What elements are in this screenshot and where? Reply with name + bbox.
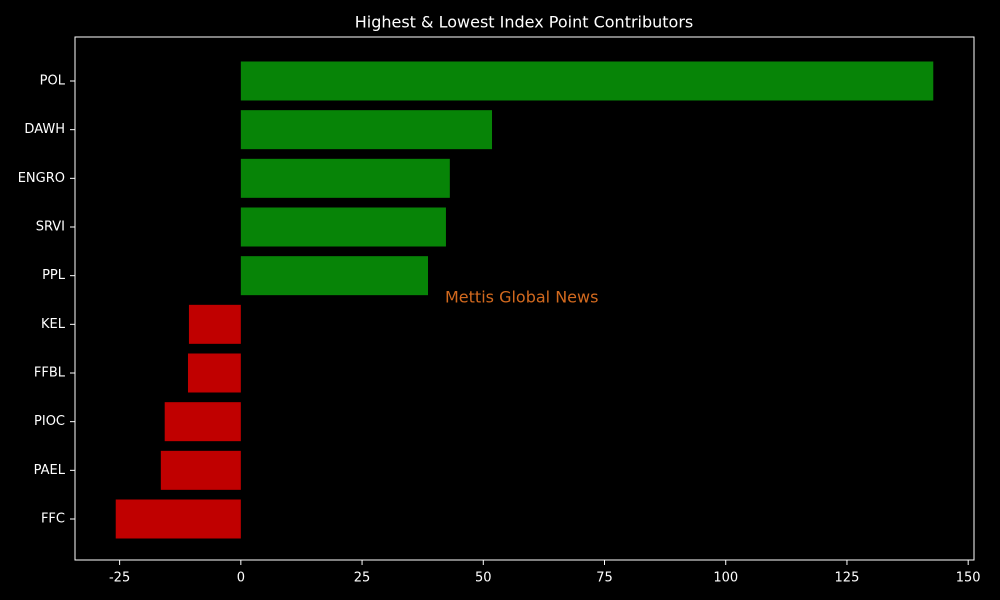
y-tick-label: SRVI bbox=[36, 220, 65, 235]
x-tick-label: 150 bbox=[956, 571, 981, 586]
x-tick-label: 125 bbox=[835, 571, 860, 586]
bar bbox=[160, 450, 241, 490]
bar bbox=[187, 353, 241, 393]
bar bbox=[240, 158, 450, 198]
bar bbox=[240, 61, 934, 101]
y-tick-label: FFC bbox=[41, 512, 65, 527]
x-tick-label: 0 bbox=[237, 571, 245, 586]
y-tick-label: ENGRO bbox=[18, 171, 65, 186]
bar bbox=[240, 207, 446, 247]
y-tick-label: POL bbox=[40, 74, 66, 89]
x-tick-label: 25 bbox=[354, 571, 371, 586]
bar bbox=[164, 402, 241, 442]
x-tick-label: 100 bbox=[713, 571, 738, 586]
x-tick-label: 50 bbox=[475, 571, 492, 586]
chart-title: Highest & Lowest Index Point Contributor… bbox=[355, 13, 694, 32]
y-tick-label: PIOC bbox=[34, 414, 65, 429]
x-tick-label: 75 bbox=[596, 571, 613, 586]
bar bbox=[240, 256, 429, 296]
x-tick-label: -25 bbox=[109, 571, 130, 586]
y-tick-label: DAWH bbox=[24, 122, 65, 137]
plot-frame bbox=[74, 36, 975, 561]
y-tick-label: KEL bbox=[41, 317, 66, 332]
y-tick-label: PAEL bbox=[34, 463, 66, 478]
bar bbox=[115, 499, 241, 539]
y-tick-label: PPL bbox=[42, 268, 66, 283]
bar bbox=[240, 110, 493, 150]
annotation: Mettis Global News bbox=[445, 288, 598, 307]
bar bbox=[188, 304, 241, 344]
y-tick-label: FFBL bbox=[34, 366, 66, 381]
